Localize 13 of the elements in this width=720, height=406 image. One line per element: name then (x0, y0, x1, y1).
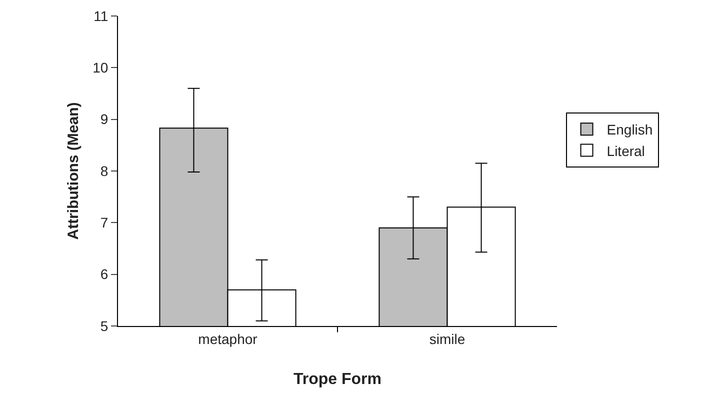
y-tick-label: 11 (94, 8, 108, 24)
y-tick-label: 9 (100, 111, 108, 128)
y-tick-label: 6 (100, 266, 108, 282)
y-tick-label: 7 (100, 214, 108, 231)
legend-label: Literal (606, 142, 645, 159)
y-tick-label: 10 (92, 60, 108, 76)
x-axis-title: Trope Form (293, 371, 382, 388)
y-tick-label: 8 (100, 162, 108, 179)
legend-label: English (606, 122, 653, 138)
y-axis-title: Attributions (Mean) (65, 102, 82, 240)
y-tick-label: 5 (100, 318, 108, 334)
x-tick-label: simile (429, 330, 466, 347)
x-tick-label: metaphor (198, 330, 258, 347)
